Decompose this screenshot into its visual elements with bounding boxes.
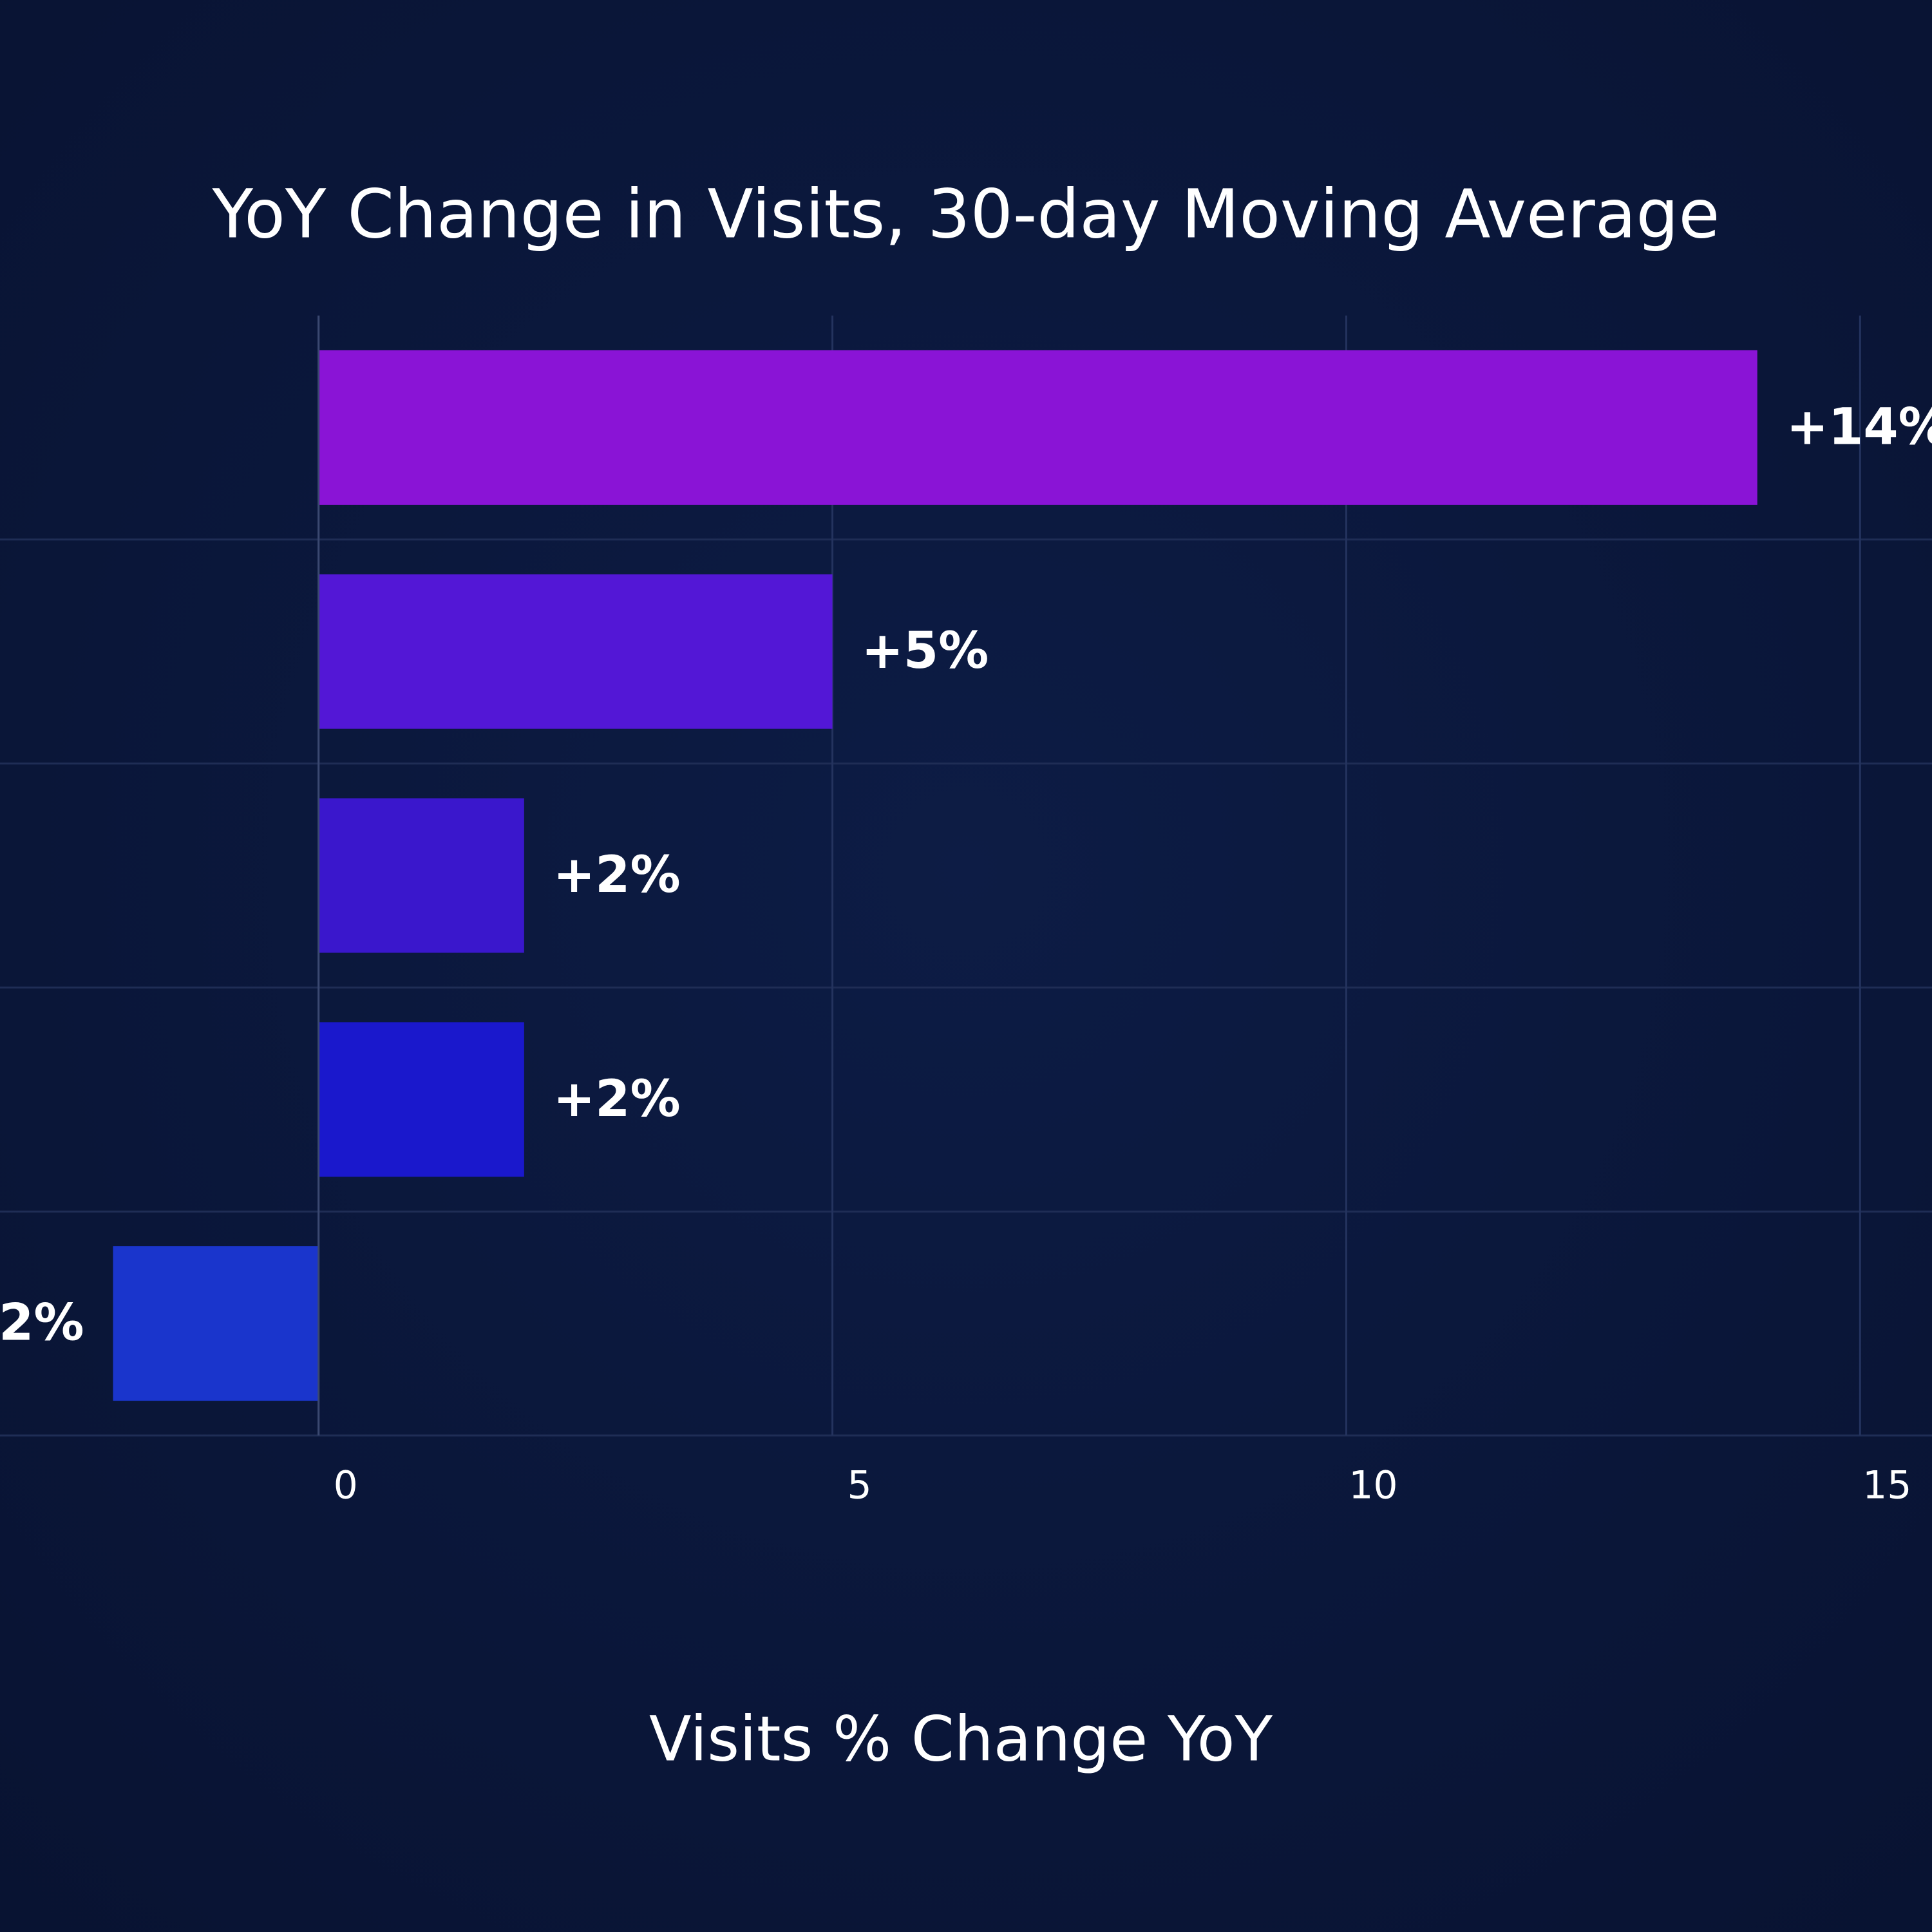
value-label: -2% <box>0 1294 84 1352</box>
bar <box>318 350 1757 505</box>
x-tick-label: 10 <box>1349 1463 1397 1508</box>
x-tick-label: 15 <box>1862 1463 1911 1508</box>
value-label: +2% <box>553 846 681 904</box>
x-tick-label: 0 <box>334 1463 358 1508</box>
chart-title: YoY Change in Visits, 30-day Moving Aver… <box>211 175 1719 253</box>
bar <box>318 1022 524 1177</box>
bar <box>318 574 833 729</box>
x-tick-label: 5 <box>847 1463 871 1508</box>
x-axis-title: Visits % Change YoY <box>649 1703 1273 1775</box>
bar <box>113 1246 319 1401</box>
value-label: +14% <box>1786 398 1932 456</box>
value-label: +5% <box>862 622 989 680</box>
value-label: +2% <box>553 1070 681 1128</box>
bar <box>318 798 524 953</box>
